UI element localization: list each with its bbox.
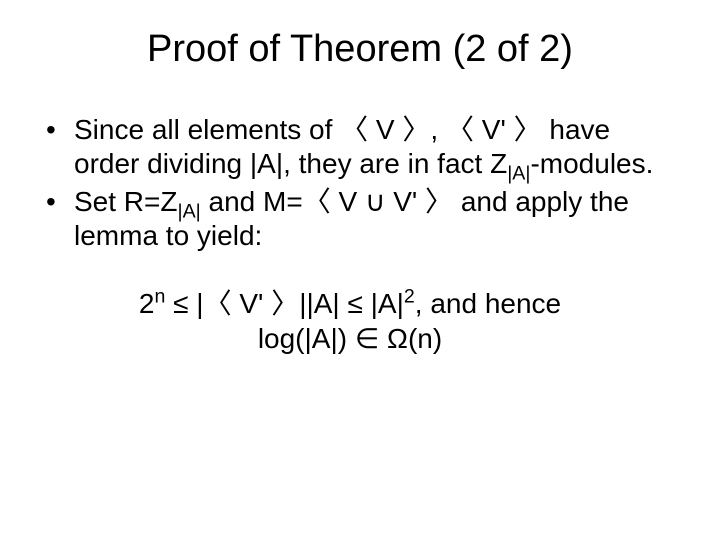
angle-close-icon: 〉 — [514, 114, 542, 145]
text-run: V — [368, 114, 402, 145]
slide: Proof of Theorem (2 of 2) Since all elem… — [0, 0, 720, 540]
text-run: Since all elements of — [74, 114, 340, 145]
text-run: ||A| ≤ |A| — [299, 288, 404, 319]
subscript: |A| — [507, 163, 530, 185]
conclusion-line: 2n ≤ |〈 V' 〉||A| ≤ |A|2, and hence — [40, 286, 660, 321]
text-run: V' — [474, 114, 514, 145]
text-run: log(|A|) — [258, 323, 355, 354]
conclusion-line: log(|A|) ∈ Ω(n) — [40, 321, 660, 356]
conclusion-block: 2n ≤ |〈 V' 〉||A| ≤ |A|2, and hence log(|… — [40, 286, 660, 356]
angle-open-icon: 〈 — [303, 186, 331, 217]
superscript: 2 — [404, 285, 415, 307]
text-run: V' — [385, 186, 425, 217]
bullet-item: Since all elements of 〈 V 〉, 〈 V' 〉 have… — [40, 113, 660, 181]
angle-open-icon: 〈 — [446, 114, 474, 145]
angle-open-icon: 〈 — [204, 288, 232, 319]
bullet-list: Since all elements of 〈 V 〉, 〈 V' 〉 have… — [40, 113, 660, 254]
angle-open-icon: 〈 — [340, 114, 368, 145]
slide-title: Proof of Theorem (2 of 2) — [0, 0, 720, 95]
text-run: 2 — [139, 288, 155, 319]
omega-symbol: Ω — [387, 323, 408, 354]
text-run: ≤ | — [165, 288, 203, 319]
text-run: Set R=Z — [74, 186, 177, 217]
slide-content: Since all elements of 〈 V 〉, 〈 V' 〉 have… — [0, 95, 720, 356]
text-run: -modules. — [530, 148, 653, 179]
union-symbol: ∪ — [365, 186, 386, 217]
bullet-item: Set R=Z|A| and M=〈 V ∪ V' 〉 and apply th… — [40, 185, 660, 253]
text-run: , and hence — [415, 288, 561, 319]
text-run: (n) — [408, 323, 442, 354]
text-run: V — [331, 186, 365, 217]
text-run: , — [430, 114, 446, 145]
text-run: V' — [232, 288, 272, 319]
element-of-symbol: ∈ — [355, 323, 379, 354]
superscript: n — [154, 285, 165, 307]
angle-close-icon: 〉 — [402, 114, 430, 145]
angle-close-icon: 〉 — [425, 186, 453, 217]
text-run — [379, 323, 387, 354]
angle-close-icon: 〉 — [271, 288, 299, 319]
text-run: and M= — [201, 186, 303, 217]
